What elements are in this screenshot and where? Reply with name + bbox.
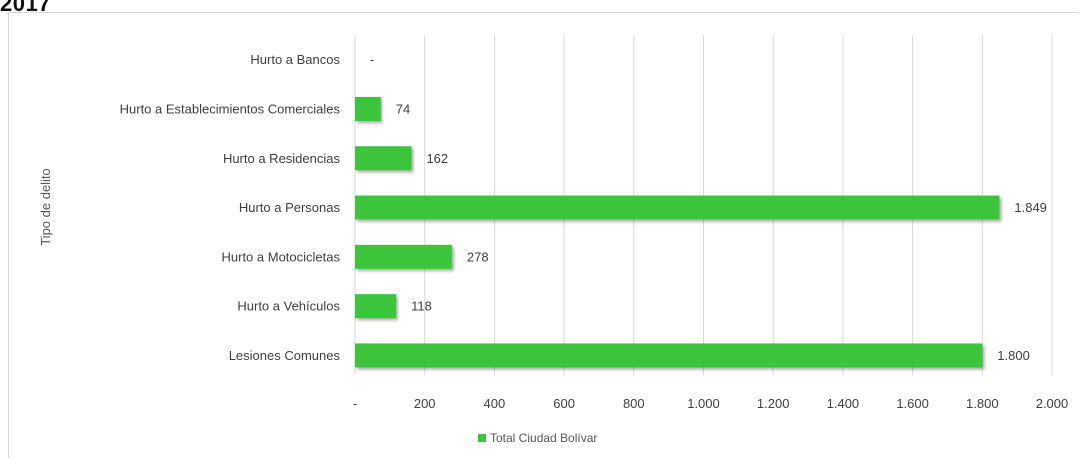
category-label: Hurto a Establecimientos Comerciales <box>120 101 341 116</box>
category-label: Hurto a Bancos <box>250 52 340 67</box>
x-tick-label: 800 <box>623 396 645 411</box>
x-tick-label: 1.400 <box>827 396 860 411</box>
bar <box>355 195 1000 220</box>
x-tick-label: 1.200 <box>757 396 790 411</box>
data-label: 1.800 <box>997 348 1030 363</box>
legend-label: Total Ciudad Bolívar <box>490 431 597 445</box>
x-tick-label: 2.000 <box>1036 396 1069 411</box>
category-label: Hurto a Residencias <box>223 151 341 166</box>
x-tick-label: 200 <box>414 396 436 411</box>
bar <box>355 146 412 171</box>
bar <box>355 244 452 269</box>
bar <box>355 294 397 319</box>
data-label: 118 <box>411 299 432 314</box>
y-axis-title: Tipo de delito <box>38 168 53 246</box>
labels: - 200 400 600 800 1.000 1.200 1.400 1.600 1.800 2.… <box>120 52 1069 411</box>
legend-swatch <box>478 434 486 442</box>
data-label: 1.849 <box>1014 200 1047 215</box>
category-label: Hurto a Vehículos <box>237 299 340 314</box>
data-label: 74 <box>396 101 410 116</box>
category-label: Lesiones Comunes <box>229 348 341 363</box>
bars <box>355 96 1000 368</box>
x-tick-label: 400 <box>484 396 506 411</box>
data-label: 162 <box>426 151 448 166</box>
x-tick-label: 1.800 <box>966 396 999 411</box>
x-tick-label: 1.000 <box>687 396 720 411</box>
x-tick-label: 600 <box>553 396 575 411</box>
category-label: Hurto a Personas <box>239 200 341 215</box>
bar <box>355 96 381 121</box>
data-label: - <box>370 52 374 67</box>
x-tick-label: 1.600 <box>896 396 929 411</box>
legend: Total Ciudad Bolívar <box>478 431 597 445</box>
bar <box>355 343 983 368</box>
chart-frame <box>8 12 1079 458</box>
category-label: Hurto a Motocicletas <box>222 249 341 264</box>
x-tick-label: - <box>353 396 357 411</box>
data-label: 278 <box>467 249 489 264</box>
